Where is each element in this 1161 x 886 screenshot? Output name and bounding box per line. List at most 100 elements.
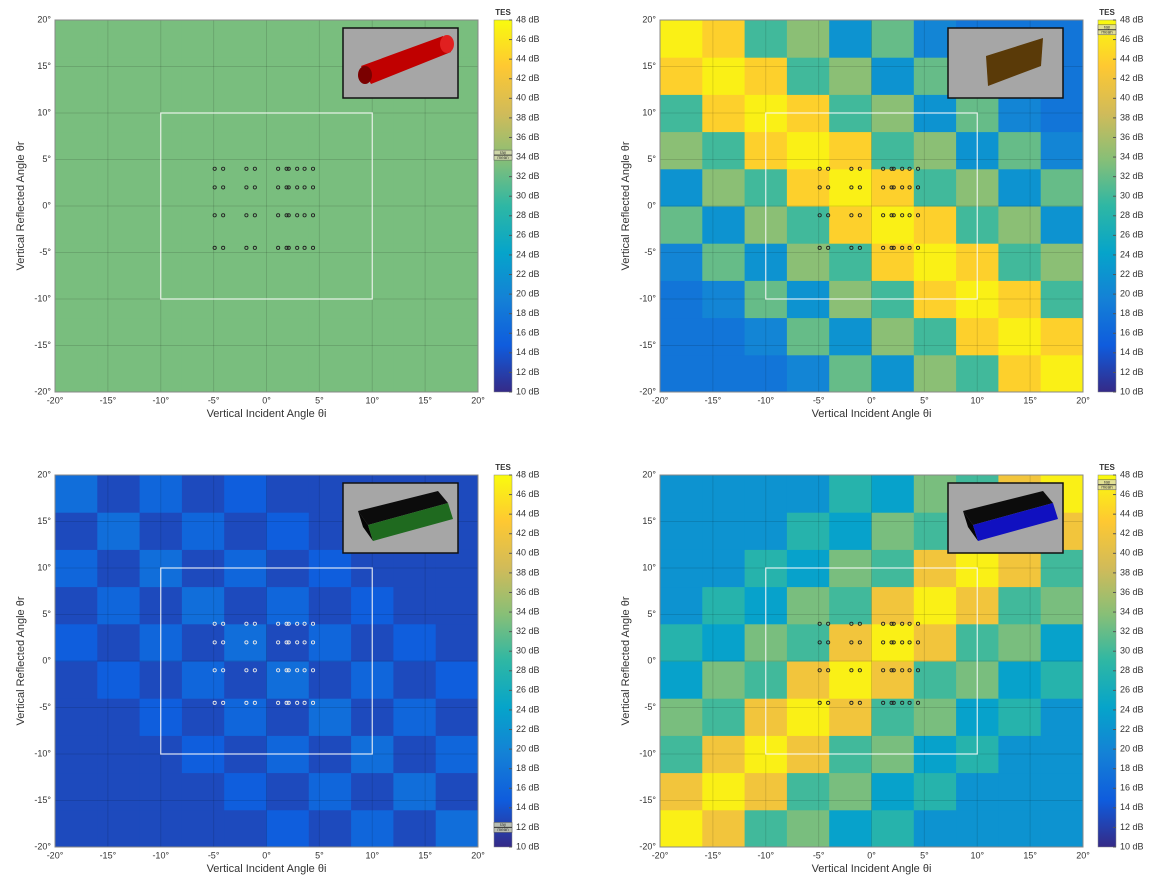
heat-cell bbox=[829, 475, 872, 513]
heat-cell bbox=[224, 57, 267, 95]
heat-cell bbox=[829, 810, 872, 848]
heat-cell bbox=[787, 20, 830, 58]
heat-cell bbox=[787, 318, 830, 356]
heat-cell bbox=[267, 355, 310, 393]
colorbar-tick-label: 26 dB bbox=[1120, 685, 1144, 695]
heat-cell bbox=[914, 661, 957, 699]
x-tick-label: -20° bbox=[652, 395, 669, 405]
heat-cell bbox=[436, 132, 479, 170]
y-tick-label: -10° bbox=[639, 293, 656, 303]
x-tick-label: 5° bbox=[920, 395, 929, 405]
heat-cell bbox=[998, 169, 1041, 207]
heat-cell bbox=[267, 773, 310, 811]
colorbar-title: TES bbox=[1099, 463, 1115, 472]
heat-cell bbox=[914, 698, 957, 736]
colorbar-tick-label: 40 dB bbox=[516, 548, 540, 558]
heat-cell bbox=[97, 810, 140, 848]
heat-cell bbox=[702, 512, 745, 550]
colorbar-tick-label: 46 dB bbox=[516, 34, 540, 44]
x-tick-label: 20° bbox=[1076, 395, 1090, 405]
x-tick-label: -15° bbox=[705, 850, 722, 860]
heat-cell bbox=[309, 661, 352, 699]
colorbar-tick-label: 28 dB bbox=[1120, 210, 1144, 220]
colorbar-tick-label: 22 dB bbox=[1120, 724, 1144, 734]
heat-cell bbox=[914, 169, 957, 207]
y-tick-label: 0° bbox=[42, 655, 51, 665]
colorbar-tick-label: 16 dB bbox=[516, 783, 540, 793]
heat-cell bbox=[97, 773, 140, 811]
heat-cell bbox=[393, 698, 436, 736]
y-tick-label: 5° bbox=[647, 609, 656, 619]
colorbar-tick-label: 32 dB bbox=[1120, 171, 1144, 181]
colorbar-tick-label: 18 dB bbox=[516, 308, 540, 318]
heat-cell bbox=[660, 355, 703, 393]
heat-cell bbox=[998, 587, 1041, 625]
heat-cell bbox=[660, 810, 703, 848]
colorbar-tick-label: 26 dB bbox=[516, 685, 540, 695]
colorbar-tick-label: 28 dB bbox=[516, 665, 540, 675]
heat-cell bbox=[829, 132, 872, 170]
x-tick-label: 20° bbox=[471, 850, 485, 860]
colorbar-tick-label: 18 dB bbox=[1120, 763, 1144, 773]
heat-cell bbox=[182, 243, 225, 281]
heat-cell bbox=[1041, 587, 1084, 625]
colorbar-tick-label: 34 dB bbox=[516, 151, 540, 161]
colorbar-tick-label: 48 dB bbox=[1120, 469, 1144, 479]
colorbar-tick-label: 48 dB bbox=[516, 469, 540, 479]
colorbar-tick-label: 12 dB bbox=[516, 367, 540, 377]
y-tick-label: -15° bbox=[34, 340, 51, 350]
heat-cell bbox=[224, 132, 267, 170]
heat-cell bbox=[393, 624, 436, 662]
heat-cell bbox=[914, 810, 957, 848]
heat-cell bbox=[267, 20, 310, 58]
heat-cell bbox=[660, 318, 703, 356]
heat-cell bbox=[267, 587, 310, 625]
heat-cell bbox=[660, 512, 703, 550]
colorbar-tick-label: 48 dB bbox=[1120, 14, 1144, 24]
heat-cell bbox=[872, 512, 915, 550]
colorbar-title: TES bbox=[495, 8, 511, 17]
heat-cell bbox=[267, 206, 310, 244]
x-tick-label: -10° bbox=[757, 395, 774, 405]
heat-cell bbox=[1041, 773, 1084, 811]
heat-cell bbox=[224, 624, 267, 662]
heat-cell bbox=[309, 355, 352, 393]
heat-cell bbox=[1041, 206, 1084, 244]
inset-shape bbox=[358, 66, 372, 84]
heat-cell bbox=[829, 57, 872, 95]
heat-cell bbox=[393, 243, 436, 281]
heat-cell bbox=[436, 698, 479, 736]
heat-cell bbox=[224, 587, 267, 625]
heat-cell bbox=[97, 512, 140, 550]
heat-cell bbox=[660, 169, 703, 207]
y-tick-label: -15° bbox=[34, 795, 51, 805]
heat-cell bbox=[829, 318, 872, 356]
heat-cell bbox=[55, 587, 98, 625]
colorbar-tick-label: 42 dB bbox=[1120, 73, 1144, 83]
y-tick-label: -15° bbox=[639, 340, 656, 350]
heat-cell bbox=[97, 587, 140, 625]
x-tick-label: 0° bbox=[867, 395, 876, 405]
colorbar-tick-label: 46 dB bbox=[516, 489, 540, 499]
y-tick-label: 0° bbox=[647, 655, 656, 665]
colorbar-tick-label: 32 dB bbox=[1120, 626, 1144, 636]
heat-cell bbox=[436, 318, 479, 356]
x-tick-label: -20° bbox=[652, 850, 669, 860]
ray-mean-label: mean bbox=[497, 155, 509, 160]
colorbar-tick-label: 14 dB bbox=[516, 802, 540, 812]
figure: -20°-15°-10°-5°0°5°10°15°20°-20°-15°-10°… bbox=[0, 0, 1161, 881]
heat-cell bbox=[224, 773, 267, 811]
y-tick-label: -20° bbox=[34, 841, 51, 851]
y-axis-label: Vertical Reflected Angle θr bbox=[620, 596, 632, 725]
heat-cell bbox=[914, 624, 957, 662]
heat-cell bbox=[998, 132, 1041, 170]
colorbar-tick-label: 28 dB bbox=[516, 210, 540, 220]
colorbar bbox=[1098, 20, 1116, 392]
y-tick-label: -5° bbox=[39, 702, 51, 712]
y-tick-label: -20° bbox=[34, 386, 51, 396]
x-tick-label: 5° bbox=[315, 850, 324, 860]
y-axis-label: Vertical Reflected Angle θr bbox=[15, 596, 27, 725]
heat-cell bbox=[787, 587, 830, 625]
ray-mean-label: mean bbox=[1101, 484, 1113, 489]
heat-cell bbox=[702, 206, 745, 244]
